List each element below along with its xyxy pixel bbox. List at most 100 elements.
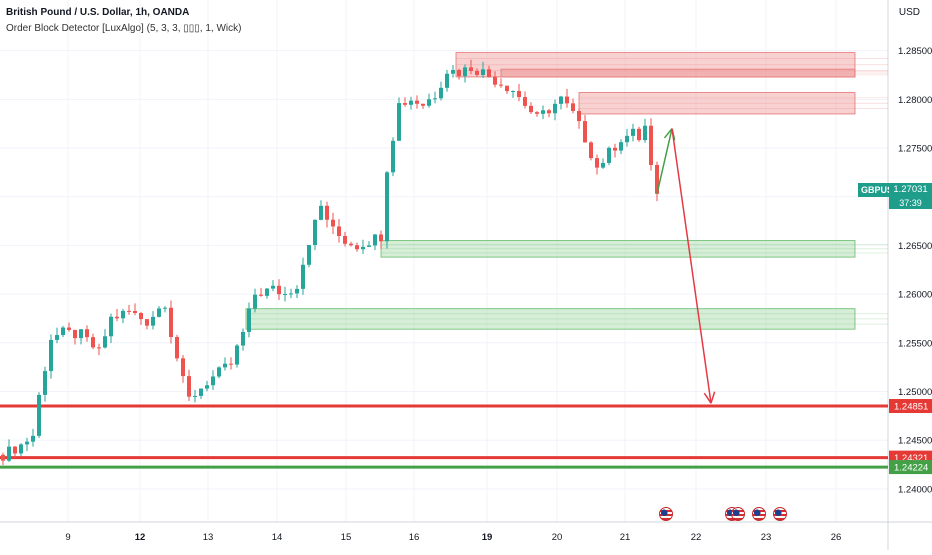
candle-body (487, 69, 491, 77)
candle-body (181, 358, 185, 377)
candle-body (283, 293, 287, 295)
candle-body (235, 345, 239, 365)
candle-body (139, 313, 143, 320)
candle-body (481, 69, 485, 75)
candle-body (619, 142, 623, 151)
x-tick-label: 20 (552, 532, 563, 543)
x-tick-label: 23 (761, 532, 772, 543)
candle-body (433, 98, 437, 100)
y-tick-label: 1.26500 (898, 241, 932, 252)
candle-body (559, 96, 563, 104)
candle-body (31, 435, 35, 442)
candle-body (19, 444, 23, 454)
candle-body (115, 316, 119, 319)
candle-body (43, 371, 47, 395)
candle-body (145, 319, 149, 326)
event-flag-icon[interactable] (752, 507, 766, 521)
candle-body (229, 363, 233, 365)
candle-body (637, 128, 641, 141)
candle-body (385, 172, 389, 242)
chart-title: British Pound / U.S. Dollar, 1h, OANDA (6, 7, 190, 18)
y-tick-label: 1.26000 (898, 290, 932, 301)
candle-body (541, 110, 545, 114)
bearish-order-block (578, 92, 856, 115)
level-price-label: 1.24321 (894, 453, 928, 464)
candle-body (631, 128, 635, 136)
projection-arrowhead (663, 128, 673, 139)
y-tick-label: 1.28500 (898, 46, 932, 57)
candle-body (85, 329, 89, 338)
candle-body (331, 219, 335, 227)
candle-body (397, 103, 401, 141)
bar-countdown: 37:39 (889, 197, 932, 209)
candle-body (475, 70, 479, 75)
candle-body (25, 441, 29, 445)
candle-body (595, 158, 599, 168)
candle-body (409, 100, 413, 105)
candle-body (505, 85, 509, 92)
candle-body (607, 147, 611, 163)
candle-body (511, 91, 515, 93)
event-flag-icon[interactable] (773, 507, 787, 521)
candle-body (121, 310, 125, 319)
candle-body (493, 76, 497, 85)
indicator-label[interactable]: Order Block Detector [LuxAlgo] (5, 3, 3,… (6, 23, 242, 34)
x-tick-label: 13 (203, 532, 214, 543)
y-tick-label: 1.25500 (898, 338, 932, 349)
candle-body (535, 112, 539, 114)
candle-body (49, 339, 53, 372)
level-price-label: 1.24851 (894, 402, 928, 413)
projection-arrowhead (703, 392, 712, 404)
candle-body (601, 162, 605, 168)
x-tick-label: 26 (831, 532, 842, 543)
candle-body (589, 142, 593, 159)
candle-body (1, 454, 5, 461)
candle-body (91, 337, 95, 348)
candle-body (613, 147, 617, 151)
candle-body (415, 100, 419, 104)
event-flag-icon[interactable] (659, 507, 673, 521)
candle-body (187, 376, 191, 397)
candle-body (445, 73, 449, 88)
candle-body (241, 331, 245, 346)
candle-body (325, 205, 329, 220)
x-tick-label: 19 (482, 532, 493, 543)
candle-body (439, 87, 443, 99)
candle-body (313, 219, 317, 246)
candle-body (367, 245, 371, 247)
candle-body (79, 329, 83, 339)
candle-body (7, 446, 11, 461)
candle-body (463, 67, 467, 77)
candle-body (13, 446, 17, 454)
candle-body (295, 288, 299, 294)
candle-body (391, 140, 395, 173)
candle-body (361, 246, 365, 250)
candle-body (205, 385, 209, 389)
projection-arrow (656, 128, 673, 194)
candle-body (169, 307, 173, 338)
candle-body (529, 105, 533, 113)
projection-arrowhead (710, 391, 716, 404)
candle-body (73, 329, 77, 339)
candle-body (67, 327, 71, 330)
candle-body (643, 125, 647, 141)
bullish-order-block (245, 308, 856, 330)
candle-body (547, 110, 551, 114)
x-tick-label: 12 (135, 532, 146, 543)
x-tick-label: 21 (620, 532, 631, 543)
candle-body (211, 376, 215, 386)
candle-body (271, 285, 275, 289)
candle-body (373, 234, 377, 246)
candle-body (427, 99, 431, 106)
candle-body (289, 293, 293, 295)
candle-body (469, 67, 473, 71)
candle-body (133, 310, 137, 314)
candle-body (553, 103, 557, 114)
event-flag-icon[interactable] (731, 507, 745, 521)
candle-body (61, 327, 65, 336)
candle-body (307, 245, 311, 265)
candle-body (109, 316, 113, 337)
candle-body (103, 336, 107, 348)
